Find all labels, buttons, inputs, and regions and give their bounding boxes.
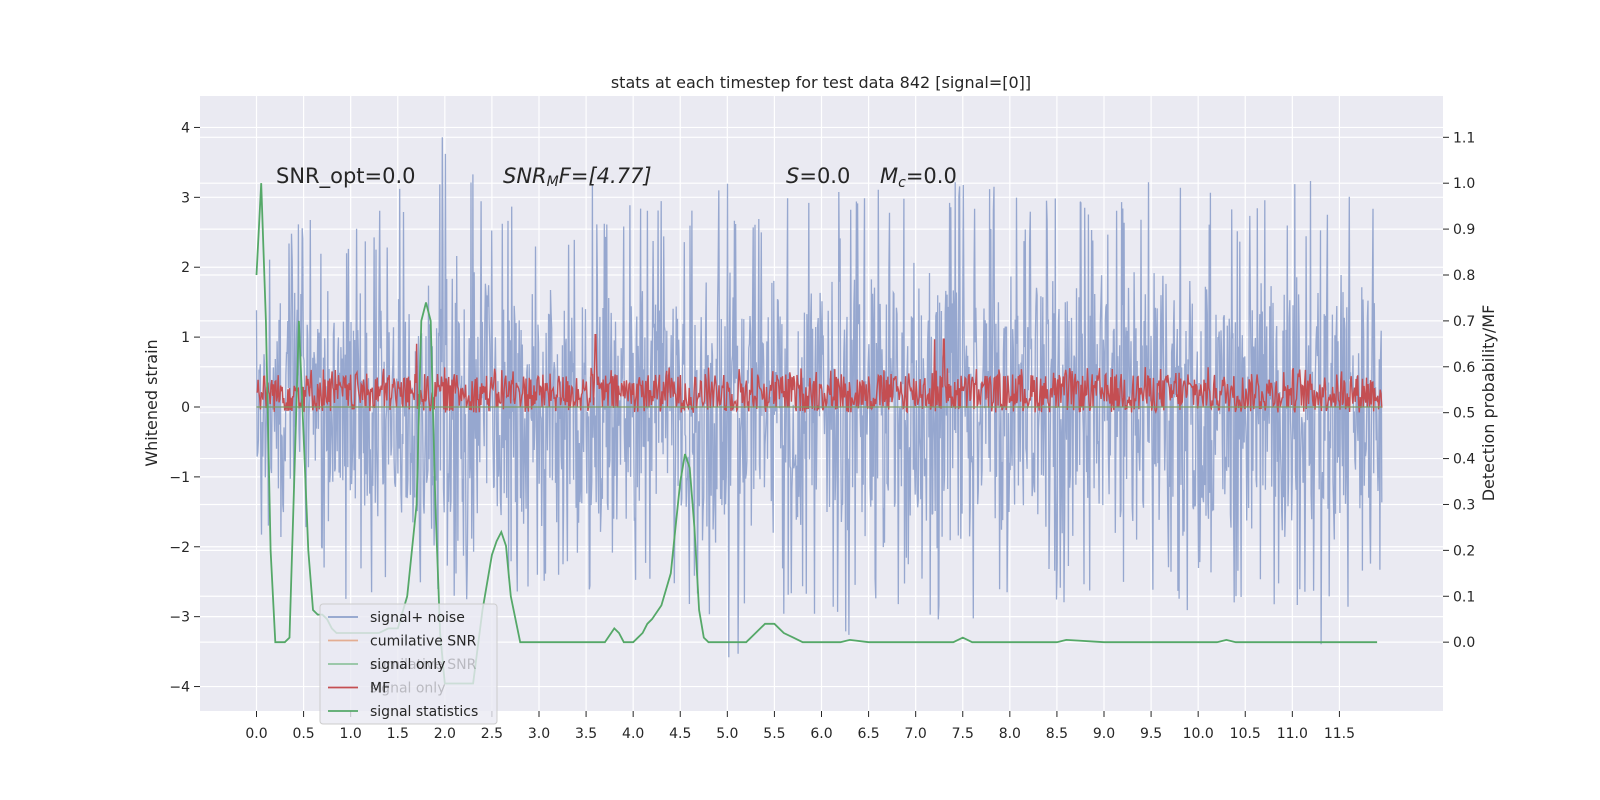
y2-tick-label: 0.2 xyxy=(1453,543,1475,559)
annotation-mc-symbol: M xyxy=(880,164,898,188)
y-tick-label: 1 xyxy=(181,330,190,346)
x-tick-label: 2.0 xyxy=(434,726,456,742)
x-tick-label: 11.0 xyxy=(1277,726,1308,742)
y2-tick-label: 0.1 xyxy=(1453,589,1475,605)
y2-tick-label: 1.1 xyxy=(1453,130,1475,146)
x-tick-label: 0.5 xyxy=(292,726,314,742)
annotation-snr-mf-value: F=[4.77] xyxy=(559,164,652,188)
y2-tick-label: 0.5 xyxy=(1453,406,1475,422)
y-tick-label: 3 xyxy=(181,190,190,206)
legend-label: cumilative SNR xyxy=(370,634,477,650)
legend-ghost-label: signal only xyxy=(370,681,445,697)
x-tick-label: 11.5 xyxy=(1324,726,1355,742)
legend-frame xyxy=(319,603,498,725)
x-tick-label: 5.0 xyxy=(716,726,738,742)
annotation-snr-mf: SNRMF=[4.77] xyxy=(503,164,652,190)
y2-tick-label: 0.8 xyxy=(1453,268,1475,284)
x-tick-label: 7.0 xyxy=(905,726,927,742)
annotation-mc-sub: c xyxy=(898,175,906,191)
x-tick-label: 6.5 xyxy=(857,726,879,742)
x-tick-label: 4.0 xyxy=(622,726,644,742)
x-axis-ticks: 0.0 0.5 1.0 1.5 2.0 2.5 3.0 3.5 4.0 4.5 5.0 5.5 6.0 6… xyxy=(245,711,1355,742)
x-tick-label: 8.0 xyxy=(999,726,1021,742)
x-tick-label: 4.5 xyxy=(669,726,691,742)
x-tick-label: 10.5 xyxy=(1230,726,1261,742)
y-tick-label: 2 xyxy=(181,260,190,276)
series-mf xyxy=(256,334,1383,414)
y2-tick-label: 0.6 xyxy=(1453,360,1475,376)
x-tick-label: 10.0 xyxy=(1183,726,1214,742)
mf-line xyxy=(256,334,1383,414)
x-tick-label: 9.0 xyxy=(1093,726,1115,742)
x-tick-label: 1.0 xyxy=(340,726,362,742)
x-tick-label: 3.0 xyxy=(528,726,550,742)
annotation-snr-opt: SNR_opt=0.0 xyxy=(276,164,416,189)
legend-label: signal+ noise xyxy=(370,610,465,626)
x-tick-label: 6.0 xyxy=(810,726,832,742)
y2-tick-label: 0.3 xyxy=(1453,497,1475,513)
annotation-s: S=0.0 xyxy=(786,164,850,188)
y2-tick-label: 1.0 xyxy=(1453,176,1475,192)
x-tick-label: 0.0 xyxy=(245,726,267,742)
y-tick-label: −4 xyxy=(169,680,190,696)
y-tick-label: 0 xyxy=(181,400,190,416)
y-tick-label: −2 xyxy=(169,540,190,556)
legend-label: MF xyxy=(370,681,390,697)
chart-title: stats at each timestep for test data 842… xyxy=(611,73,1031,92)
x-tick-label: 7.5 xyxy=(952,726,974,742)
annotation-mc: Mc=0.0 xyxy=(880,164,957,191)
annotation-s-value: =0.0 xyxy=(799,164,850,188)
y-axis-label: Whitened strain xyxy=(142,339,161,466)
x-tick-label: 1.5 xyxy=(387,726,409,742)
legend-ghost-label: cumilative SNR xyxy=(370,657,477,673)
x-tick-label: 9.5 xyxy=(1140,726,1162,742)
x-tick-label: 5.5 xyxy=(763,726,785,742)
y-tick-label: 4 xyxy=(181,120,190,136)
left-y-axis-ticks: −4 −3 −2 −1 0 1 2 3 4 xyxy=(169,120,200,696)
legend-label: signal only xyxy=(370,657,445,673)
annotation-snr-mf-sub: M xyxy=(547,174,559,190)
annotation-s-symbol: S xyxy=(786,164,799,188)
annotation-mc-value: =0.0 xyxy=(906,164,957,188)
y2-axis-label: Detection probability/MF xyxy=(1479,305,1498,502)
y2-tick-label: 0.4 xyxy=(1453,452,1475,468)
x-tick-label: 2.5 xyxy=(481,726,503,742)
y2-tick-label: 0.0 xyxy=(1453,635,1475,651)
x-tick-label: 3.5 xyxy=(575,726,597,742)
annotation-snr-mf-snr: SNR xyxy=(503,164,547,188)
right-y-axis-ticks: 0.0 0.1 0.2 0.3 0.4 0.5 0.6 0.7 0.8 0.9 1.0 1.1 xyxy=(1443,130,1475,651)
y-tick-label: −1 xyxy=(169,470,190,486)
x-tick-label: 8.5 xyxy=(1046,726,1068,742)
legend-label: signal statistics xyxy=(370,704,478,720)
y2-tick-label: 0.9 xyxy=(1453,222,1475,238)
y-tick-label: −3 xyxy=(169,610,190,626)
y2-tick-label: 0.7 xyxy=(1453,314,1475,330)
